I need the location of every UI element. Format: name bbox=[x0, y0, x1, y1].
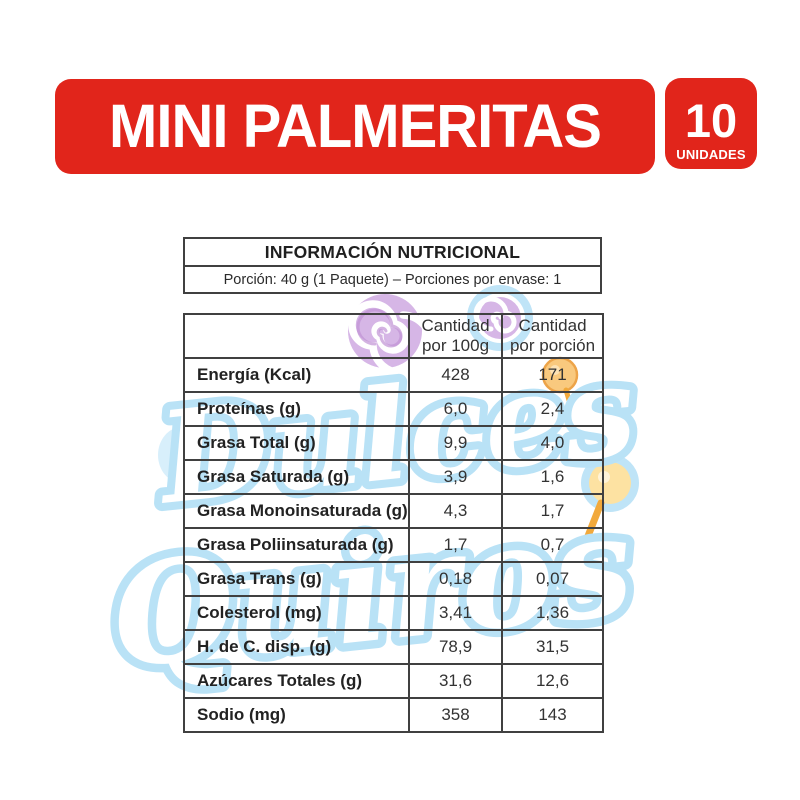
table-row: Grasa Poliinsaturada (g) 1,7 0,7 bbox=[183, 527, 604, 563]
table-row: H. de C. disp. (g) 78,9 31,5 bbox=[183, 629, 604, 665]
unit-count-badge: 10 UNIDADES bbox=[665, 78, 757, 169]
value-per-100g: 0,18 bbox=[408, 561, 503, 597]
value-per-portion: 4,0 bbox=[501, 425, 604, 461]
table-row: Grasa Saturada (g) 3,9 1,6 bbox=[183, 459, 604, 495]
value-per-100g: 3,41 bbox=[408, 595, 503, 631]
table-row: Grasa Trans (g) 0,18 0,07 bbox=[183, 561, 604, 597]
value-per-100g: 9,9 bbox=[408, 425, 503, 461]
table-row: Azúcares Totales (g) 31,6 12,6 bbox=[183, 663, 604, 699]
nutrient-label: H. de C. disp. (g) bbox=[183, 629, 410, 665]
value-per-portion: 1,36 bbox=[501, 595, 604, 631]
nutrient-label: Colesterol (mg) bbox=[183, 595, 410, 631]
nutrient-label: Grasa Trans (g) bbox=[183, 561, 410, 597]
nutrient-label: Azúcares Totales (g) bbox=[183, 663, 410, 699]
value-per-100g: 6,0 bbox=[408, 391, 503, 427]
value-per-100g: 3,9 bbox=[408, 459, 503, 495]
nutrition-table: Cantidad por 100g Cantidad por porción E… bbox=[183, 313, 604, 733]
nutrient-label: Grasa Total (g) bbox=[183, 425, 410, 461]
value-per-portion: 0,7 bbox=[501, 527, 604, 563]
nutrition-table-body: Cantidad por 100g Cantidad por porción E… bbox=[183, 313, 604, 733]
unit-count: 10 bbox=[684, 94, 738, 147]
value-per-portion: 1,7 bbox=[501, 493, 604, 529]
table-row: Energía (Kcal) 428 171 bbox=[183, 357, 604, 393]
nutrition-info-title: INFORMACIÓN NUTRICIONAL bbox=[185, 239, 600, 267]
table-row: Grasa Total (g) 9,9 4,0 bbox=[183, 425, 604, 461]
value-per-100g: 4,3 bbox=[408, 493, 503, 529]
value-per-100g: 78,9 bbox=[408, 629, 503, 665]
value-per-100g: 428 bbox=[408, 357, 503, 393]
corner-cell bbox=[183, 313, 410, 359]
column-header-line: por 100g bbox=[421, 336, 490, 355]
value-per-portion: 2,4 bbox=[501, 391, 604, 427]
table-row: Grasa Monoinsaturada (g) 4,3 1,7 bbox=[183, 493, 604, 529]
value-per-100g: 1,7 bbox=[408, 527, 503, 563]
column-header-line: por porción bbox=[509, 336, 596, 355]
nutrient-label: Energía (Kcal) bbox=[183, 357, 410, 393]
table-header-row: Cantidad por 100g Cantidad por porción bbox=[183, 313, 604, 359]
serving-info: Porción: 40 g (1 Paquete) – Porciones po… bbox=[223, 271, 562, 288]
table-row: Colesterol (mg) 3,41 1,36 bbox=[183, 595, 604, 631]
nutrition-info-header-box: INFORMACIÓN NUTRICIONAL Porción: 40 g (1… bbox=[183, 237, 602, 294]
value-per-portion: 12,6 bbox=[501, 663, 604, 699]
nutrient-label: Proteínas (g) bbox=[183, 391, 410, 427]
value-per-portion: 1,6 bbox=[501, 459, 604, 495]
nutrient-label: Grasa Poliinsaturada (g) bbox=[183, 527, 410, 563]
value-per-100g: 31,6 bbox=[408, 663, 503, 699]
value-per-portion: 143 bbox=[501, 697, 604, 733]
value-per-100g: 358 bbox=[408, 697, 503, 733]
nutrient-label: Grasa Monoinsaturada (g) bbox=[183, 493, 410, 529]
product-name: MINI PALMERITAS bbox=[109, 92, 602, 161]
value-per-portion: 31,5 bbox=[501, 629, 604, 665]
table-row: Proteínas (g) 6,0 2,4 bbox=[183, 391, 604, 427]
column-header-per-portion: Cantidad por porción bbox=[501, 313, 604, 359]
value-per-portion: 171 bbox=[501, 357, 604, 393]
nutrient-label: Sodio (mg) bbox=[183, 697, 410, 733]
column-header-per-100g: Cantidad por 100g bbox=[408, 313, 503, 359]
unit-count-label: UNIDADES bbox=[676, 147, 746, 162]
column-header-line: Cantidad bbox=[518, 316, 587, 335]
product-name-banner: MINI PALMERITAS bbox=[55, 79, 655, 174]
table-row: Sodio (mg) 358 143 bbox=[183, 697, 604, 733]
value-per-portion: 0,07 bbox=[501, 561, 604, 597]
column-header-line: Cantidad bbox=[421, 316, 490, 335]
nutrient-label: Grasa Saturada (g) bbox=[183, 459, 410, 495]
